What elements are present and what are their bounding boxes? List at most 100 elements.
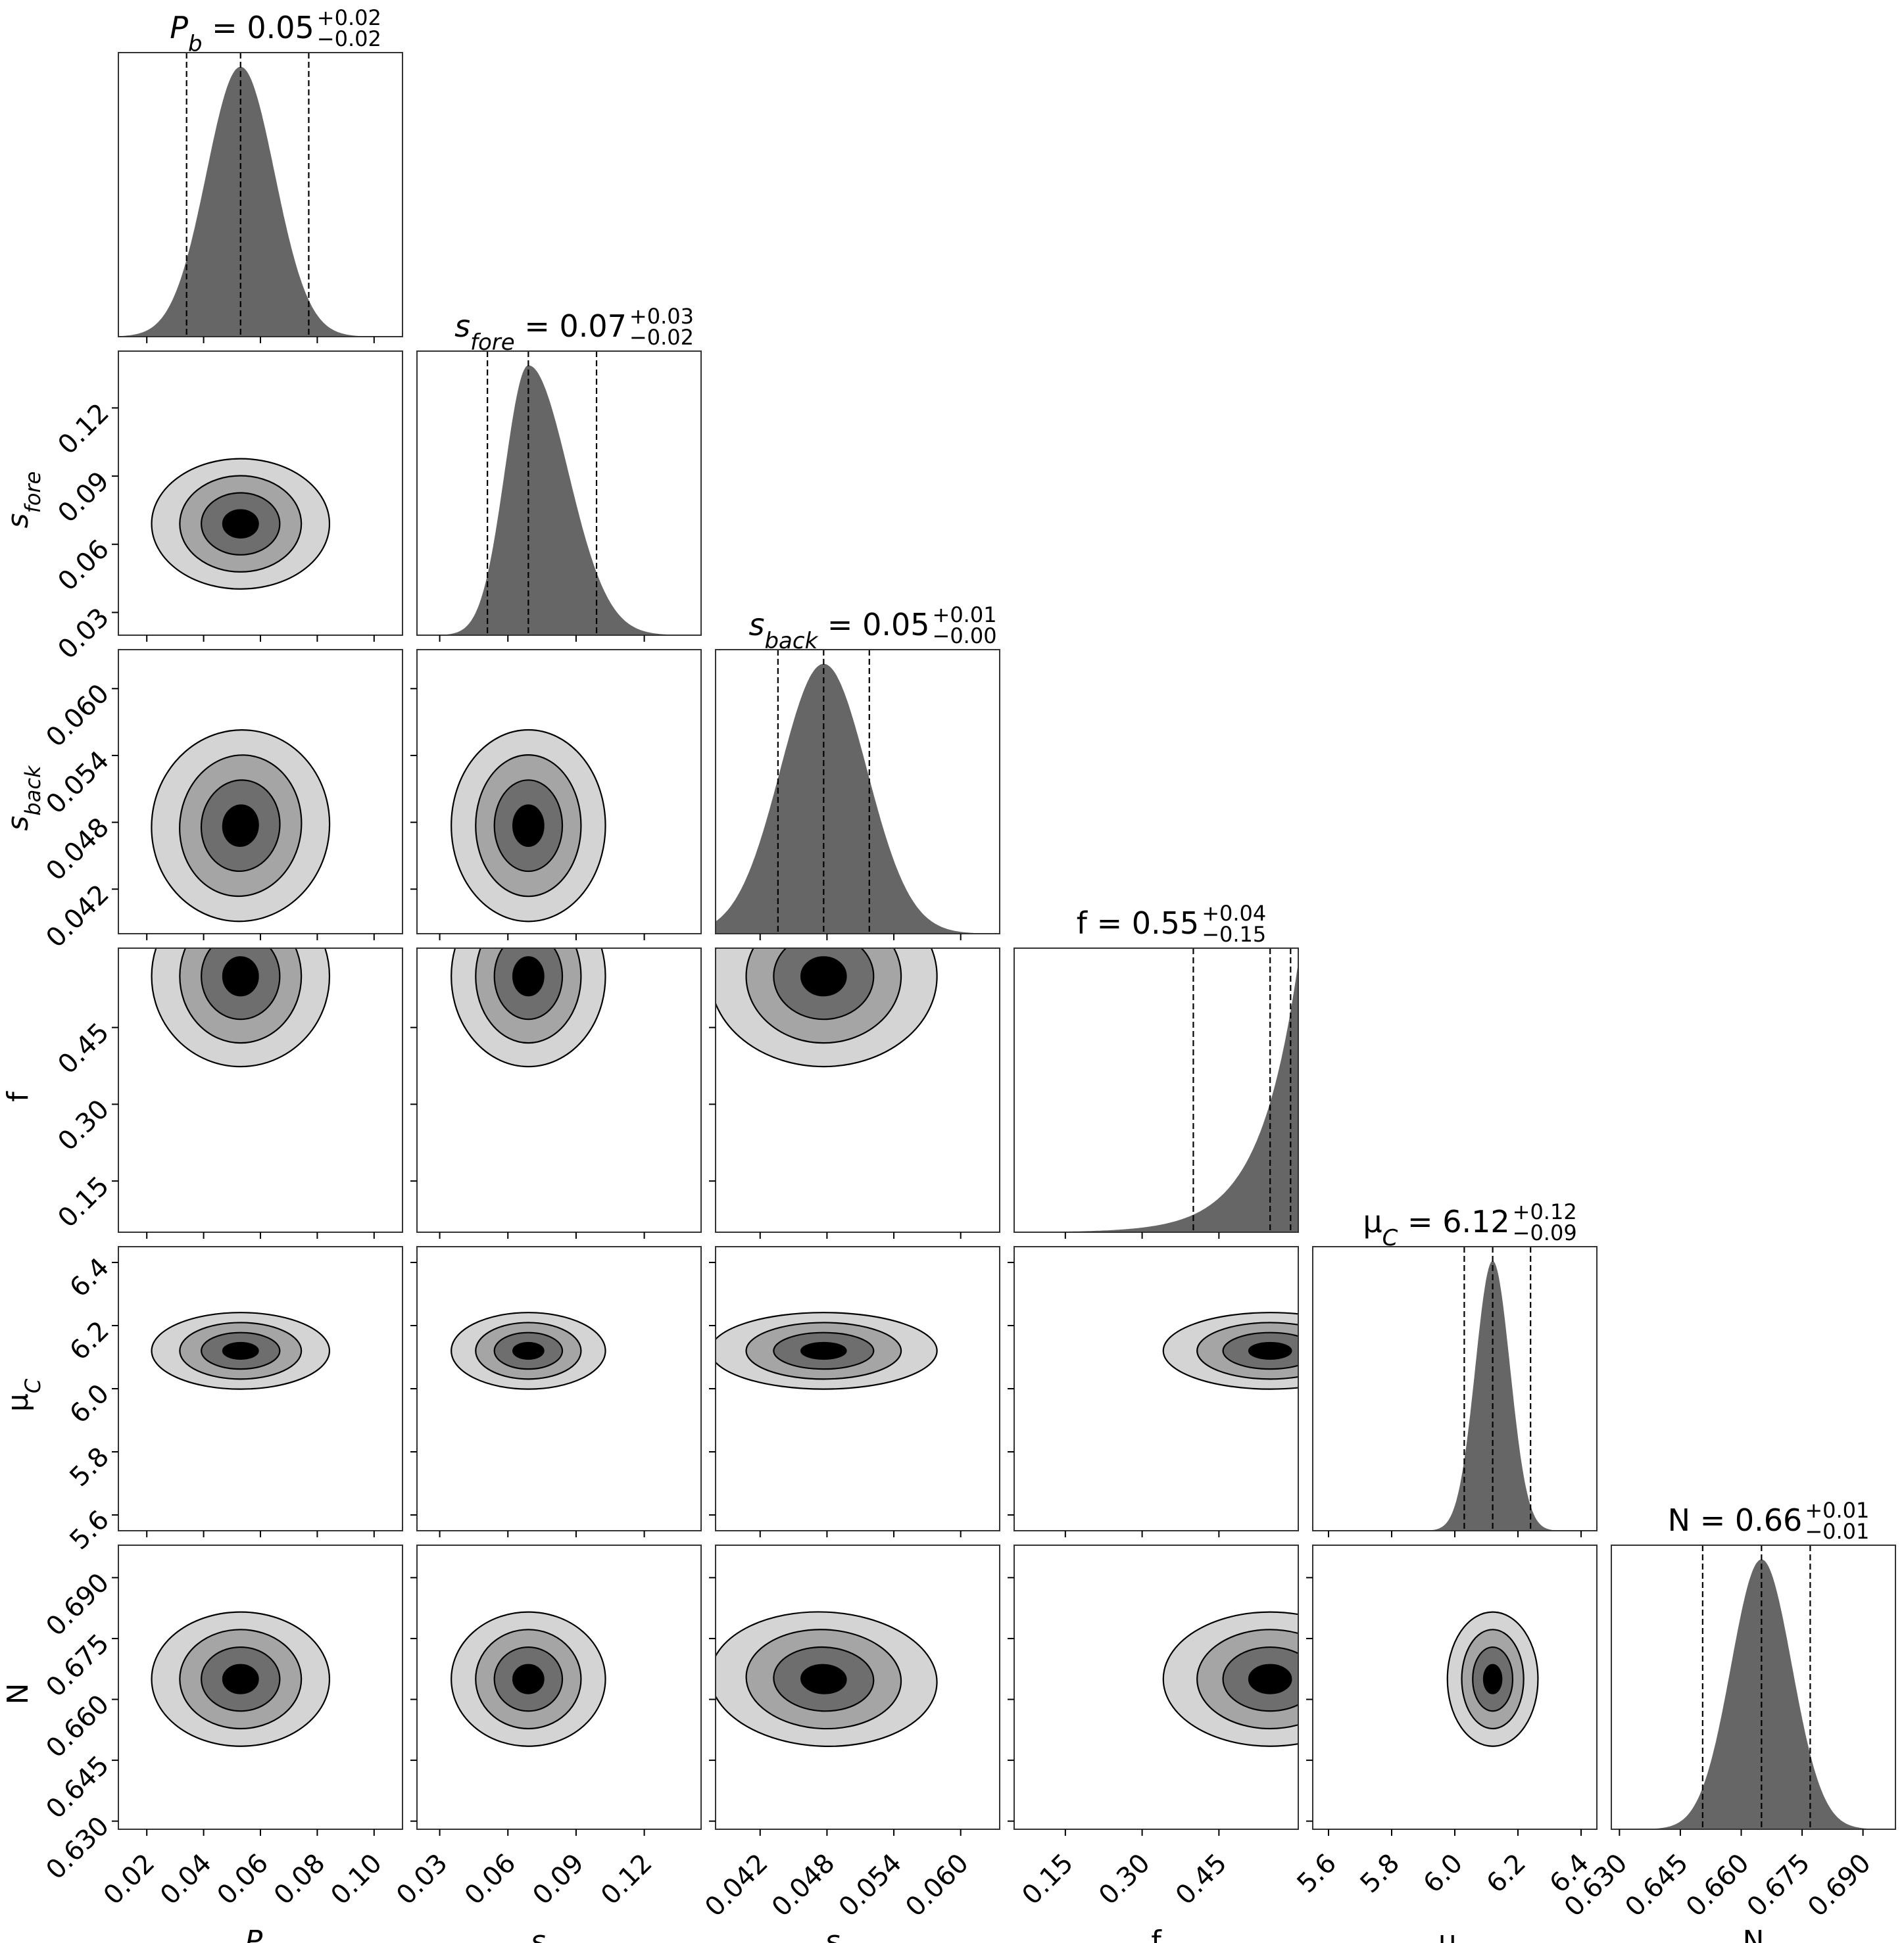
x-tick-label-s_back: 0.048: [766, 1848, 841, 1923]
contour-panel-mu_C-vs-s_back: [716, 1312, 938, 1390]
y-tick-label-s_fore: 0.12: [52, 398, 115, 461]
title-minus-f: −0.15: [1202, 922, 1266, 947]
contour-panel-s_back-vs-s_fore: [451, 729, 606, 923]
contour-panel-N-vs-s_back: [716, 1611, 938, 1747]
panel-frame-5-2: [715, 1545, 1000, 1830]
x-tick-label-mu_C: 6.0: [1418, 1848, 1469, 1900]
contour-panel-f-vs-s_fore: [451, 948, 606, 1068]
contour-panel-mu_C-vs-s_fore: [451, 1312, 606, 1390]
contour-level-4: [222, 804, 259, 847]
title-plus-f: +0.04: [1202, 901, 1266, 926]
y-tick-label-N: 0.675: [40, 1628, 115, 1703]
title-minus-P_b: −0.02: [317, 26, 381, 51]
x-axis-label-s_fore: sfore: [531, 1925, 588, 1943]
y-axis-label-s_fore: sfore: [1, 471, 45, 529]
panel-frame-5-3: [1013, 1545, 1299, 1830]
x-tick-label-s_back: 0.042: [699, 1848, 774, 1923]
contour-level-4: [800, 956, 847, 997]
y-tick-label-N: 0.645: [40, 1750, 115, 1825]
x-tick-label-mu_C: 5.6: [1292, 1848, 1343, 1900]
hist-panel-f: [1014, 948, 1298, 1232]
x-tick-label-P_b: 0.04: [155, 1848, 218, 1911]
x-tick-label-s_fore: 0.12: [595, 1848, 658, 1911]
y-tick-label-f: 0.45: [52, 1017, 115, 1080]
y-axis-label-f: f: [1, 1091, 35, 1102]
title-plus-N: +0.01: [1805, 1498, 1869, 1523]
y-tick-label-mu_C: 5.8: [64, 1441, 115, 1493]
panel-frame-1-1: [416, 350, 702, 636]
x-tick-label-N: 0.690: [1802, 1848, 1877, 1923]
title-minus-s_fore: −0.02: [629, 325, 694, 350]
histogram-s_back: [716, 663, 1000, 934]
title-plus-s_back: +0.01: [933, 602, 997, 627]
panel-frame-3-2: [715, 948, 1000, 1233]
x-tick-label-s_back: 0.054: [833, 1848, 908, 1923]
contour-level-4: [1248, 1664, 1292, 1694]
hist-panel-N: [1611, 1545, 1895, 1829]
panel-frame-3-1: [416, 948, 702, 1233]
x-tick-label-f: 0.45: [1170, 1848, 1233, 1911]
x-tick-label-s_fore: 0.09: [527, 1848, 590, 1911]
contour-level-4: [222, 509, 259, 539]
y-tick-label-s_back: 0.048: [40, 812, 115, 887]
panel-frame-2-1: [416, 649, 702, 934]
y-tick-label-mu_C: 6.4: [64, 1252, 115, 1303]
x-tick-label-N: 0.645: [1619, 1848, 1694, 1923]
y-tick-label-s_fore: 0.09: [52, 466, 115, 529]
panel-frame-5-1: [416, 1545, 702, 1830]
y-tick-label-f: 0.30: [52, 1094, 115, 1157]
contour-level-4: [512, 804, 545, 847]
contour-panel-mu_C-vs-P_b: [151, 1312, 331, 1390]
x-axis-label-s_back: sback: [825, 1925, 891, 1943]
y-tick-label-N: 0.630: [40, 1811, 115, 1886]
x-tick-label-f: 0.15: [1016, 1848, 1079, 1911]
x-tick-label-f: 0.30: [1093, 1848, 1156, 1911]
histogram-mu_C: [1313, 1260, 1597, 1531]
panel-frame-4-4: [1312, 1246, 1598, 1531]
y-tick-label-s_back: 0.054: [40, 745, 115, 820]
contour-panel-N-vs-s_fore: [451, 1611, 606, 1747]
x-tick-label-s_fore: 0.03: [391, 1848, 454, 1911]
contour-panel-s_fore-vs-P_b: [151, 458, 331, 590]
hist-panel-s_fore: [417, 351, 701, 635]
y-tick-label-N: 0.660: [40, 1689, 115, 1764]
x-tick-label-N: 0.660: [1680, 1848, 1755, 1923]
panel-frame-4-2: [715, 1246, 1000, 1531]
title-N: N = 0.66: [1668, 1502, 1803, 1538]
contour-level-4: [800, 1341, 847, 1360]
title-s_fore: sfore = 0.07: [454, 308, 627, 356]
x-axis-label-N: N: [1743, 1925, 1765, 1943]
x-tick-label-P_b: 0.10: [325, 1848, 388, 1911]
contour-panel-N-vs-f: [1162, 1611, 1298, 1747]
x-tick-label-mu_C: 6.2: [1481, 1848, 1532, 1900]
title-minus-N: −0.01: [1805, 1519, 1869, 1544]
title-s_back: sback = 0.05: [749, 607, 930, 654]
contour-level-4: [222, 1341, 259, 1360]
hist-panel-P_b: [118, 53, 403, 337]
x-tick-label-P_b: 0.08: [268, 1848, 331, 1911]
y-tick-label-s_back: 0.042: [40, 879, 115, 954]
x-tick-label-s_back: 0.060: [900, 1848, 975, 1923]
y-tick-label-mu_C: 6.2: [64, 1315, 115, 1366]
contour-level-4: [512, 1341, 545, 1360]
x-tick-label-s_fore: 0.06: [459, 1848, 522, 1911]
x-axis-label-P_b: Pb: [245, 1925, 276, 1943]
title-plus-P_b: +0.02: [317, 5, 381, 30]
contour-level-4: [512, 956, 545, 997]
x-axis-label-mu_C: μC: [1438, 1925, 1472, 1943]
hist-panel-s_back: [716, 650, 1000, 934]
contour-panel-N-vs-P_b: [151, 1611, 331, 1747]
contour-level-4: [222, 1664, 259, 1694]
contour-level-4: [1482, 1664, 1503, 1694]
contour-panel-f-vs-P_b: [151, 948, 331, 1068]
histogram-N: [1611, 1559, 1895, 1829]
contour-panel-N-vs-mu_C: [1446, 1611, 1539, 1747]
title-P_b: Pb = 0.05: [170, 10, 314, 57]
y-tick-label-s_back: 0.060: [40, 679, 115, 754]
y-tick-label-s_fore: 0.03: [52, 602, 115, 665]
hist-panel-mu_C: [1313, 1247, 1597, 1531]
panel-frame-3-3: [1013, 948, 1299, 1233]
histogram-f: [1014, 962, 1298, 1232]
y-axis-label-N: N: [1, 1683, 35, 1705]
